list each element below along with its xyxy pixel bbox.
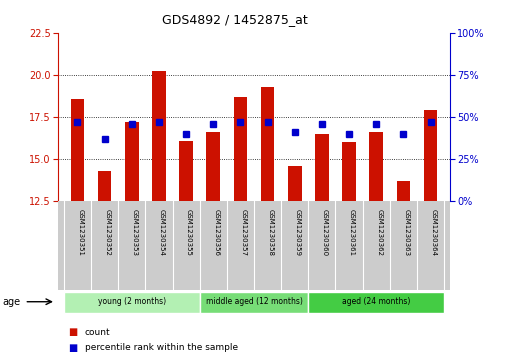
Text: ■: ■ xyxy=(69,343,78,353)
Bar xyxy=(200,291,308,313)
Bar xyxy=(342,142,356,201)
Text: GSM1230358: GSM1230358 xyxy=(268,209,274,256)
Text: percentile rank within the sample: percentile rank within the sample xyxy=(85,343,238,352)
Text: GDS4892 / 1452875_at: GDS4892 / 1452875_at xyxy=(162,13,307,26)
Bar xyxy=(98,171,111,201)
Bar xyxy=(234,97,247,201)
Bar xyxy=(206,132,220,201)
Text: aged (24 months): aged (24 months) xyxy=(342,297,410,306)
Bar xyxy=(179,141,193,201)
Text: ■: ■ xyxy=(69,327,78,337)
Bar xyxy=(125,122,139,201)
Bar xyxy=(397,181,410,201)
Text: GSM1230356: GSM1230356 xyxy=(213,209,219,256)
Text: GSM1230361: GSM1230361 xyxy=(349,209,355,256)
Text: young (2 months): young (2 months) xyxy=(98,297,166,306)
Text: GSM1230364: GSM1230364 xyxy=(431,209,436,256)
Bar xyxy=(64,291,200,313)
Text: count: count xyxy=(85,328,110,337)
Text: middle aged (12 months): middle aged (12 months) xyxy=(206,297,302,306)
Bar xyxy=(261,87,274,201)
Text: GSM1230351: GSM1230351 xyxy=(77,209,83,256)
Text: GSM1230353: GSM1230353 xyxy=(132,209,138,256)
Text: GSM1230359: GSM1230359 xyxy=(295,209,301,256)
Bar xyxy=(369,132,383,201)
Text: age: age xyxy=(3,297,21,307)
Text: GSM1230355: GSM1230355 xyxy=(186,209,192,256)
Text: GSM1230363: GSM1230363 xyxy=(403,209,409,256)
Bar xyxy=(152,72,166,201)
Bar xyxy=(308,291,444,313)
Text: GSM1230352: GSM1230352 xyxy=(105,209,111,256)
Bar xyxy=(71,98,84,201)
Bar xyxy=(424,110,437,201)
Bar xyxy=(288,166,302,201)
Text: GSM1230360: GSM1230360 xyxy=(322,209,328,256)
Text: GSM1230357: GSM1230357 xyxy=(240,209,246,256)
Bar xyxy=(315,134,329,201)
Text: GSM1230362: GSM1230362 xyxy=(376,209,382,256)
Text: GSM1230354: GSM1230354 xyxy=(159,209,165,256)
